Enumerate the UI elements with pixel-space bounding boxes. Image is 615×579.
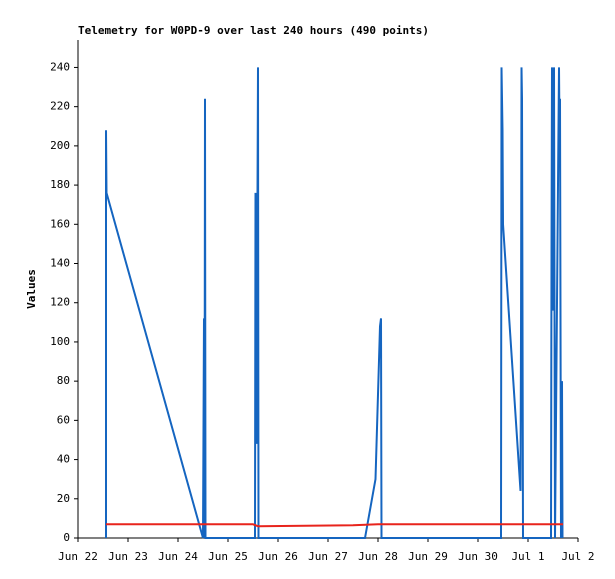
x-tick-label: Jun 24 — [158, 550, 198, 563]
x-tick-label: Jun 29 — [408, 550, 448, 563]
x-tick-label: Jun 25 — [208, 550, 248, 563]
x-tick-label: Jun 22 — [58, 550, 98, 563]
x-tick-label: Jun 23 — [108, 550, 148, 563]
y-tick-label: 140 — [50, 257, 70, 270]
x-tick-label: Jun 27 — [308, 550, 348, 563]
y-axis-label: Values — [25, 269, 38, 309]
series-line — [105, 67, 564, 539]
y-tick-label: 180 — [50, 178, 70, 191]
x-tick-label: Jul 1 — [511, 550, 544, 563]
x-tick-label: Jun 30 — [458, 550, 498, 563]
y-tick-label: 20 — [57, 492, 70, 505]
y-tick-label: 40 — [57, 453, 70, 466]
y-tick-label: 120 — [50, 296, 70, 309]
chart-title: Telemetry for W0PD-9 over last 240 hours… — [78, 24, 429, 37]
y-tick-label: 160 — [50, 217, 70, 230]
y-tick-label: 100 — [50, 335, 70, 348]
y-tick-label: 200 — [50, 139, 70, 152]
y-tick-label: 60 — [57, 413, 70, 426]
y-tick-label: 220 — [50, 100, 70, 113]
x-tick-label: Jun 26 — [258, 550, 298, 563]
x-tick-label: Jul 2 — [561, 550, 594, 563]
series-line — [106, 523, 563, 528]
y-tick-label: 80 — [57, 374, 70, 387]
y-tick-label: 240 — [50, 60, 70, 73]
y-tick-label: 0 — [63, 531, 70, 544]
x-tick-label: Jun 28 — [358, 550, 398, 563]
